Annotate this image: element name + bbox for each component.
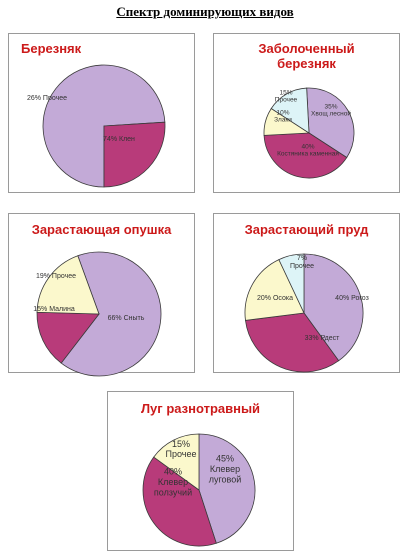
slice-label: 40% Костяника каменная [277, 143, 339, 157]
slice-label: 33% Рдест [305, 335, 341, 342]
chart-title: Зарастающий пруд [244, 222, 369, 237]
slice-label: 15% Прочее [166, 439, 197, 459]
page-title: Спектр доминирующих видов [116, 4, 294, 19]
slice-label: 40% Клевер ползучий [154, 467, 192, 498]
pie-slice [36, 255, 100, 315]
pie-slice [60, 251, 162, 377]
pie-slice [103, 121, 166, 188]
slice-label: 15% Прочее [275, 89, 298, 103]
chart-panel-2: Заболоченный березняк 35% Хвощ лесной 40% К… [213, 33, 400, 193]
chart-title: Березняк [21, 41, 82, 56]
chart-panel-1: Березняк 74% Клен 26% Прочее [8, 33, 195, 193]
pie-slice [153, 433, 200, 491]
pie-slice [306, 87, 355, 159]
pie-slice [244, 259, 305, 321]
pie-chart-3: 66% Сныть 15% Малина 19% Прочее [33, 251, 162, 377]
chart-title: Луг разнотравный [140, 401, 261, 416]
pie-slice [263, 132, 348, 179]
pie-chart-4: 40% Рогоз 33% Рдест 20% Осока 7% Прочее [244, 253, 369, 373]
slice-label: 20% Осока [257, 295, 293, 302]
slice-label: 40% Рогоз [335, 295, 369, 302]
slice-label: 15% Малина [33, 306, 75, 313]
pie-chart-2: 35% Хвощ лесной 40% Костяника каменная 10% Зл… [263, 87, 355, 179]
pie-slice [270, 87, 310, 134]
chart-panel-3: Зарастающая опушка 66% Сныть 15% Малина 19… [8, 213, 195, 377]
pie-slice [245, 312, 340, 373]
pie-slice [278, 253, 305, 314]
chart-panel-4: Зарастающий пруд 40% Рогоз 33% Рдест 20% О… [213, 213, 400, 373]
slice-label: 45% Клевер луговой [209, 454, 242, 485]
slice-label: 74% Клен [103, 136, 135, 143]
pie-slice [142, 456, 217, 547]
chart-panel-5: Луг разнотравный 45% Клевер луговой 40% Клев… [107, 391, 294, 551]
slice-label: 19% Прочее [36, 273, 76, 280]
pie-slice [198, 433, 256, 544]
chart-title-text: Заболоченный березняк [258, 41, 355, 71]
chart-title: Заболоченный березняк [214, 41, 399, 71]
chart-title: Зарастающая опушка [31, 222, 172, 237]
slice-label: 26% Прочее [27, 95, 67, 102]
pie-slice [36, 311, 100, 364]
slice-label: 10% Злаки [274, 109, 292, 123]
slice-label: 7% Прочее [290, 255, 314, 270]
pie-chart-5: 45% Клевер луговой 40% Клевер ползучий 15% Проч… [142, 433, 256, 547]
pie-slice [303, 253, 364, 362]
slice-label: 66% Сныть [108, 315, 145, 322]
pie-chart-1: 74% Клен 26% Прочее [27, 64, 166, 188]
slice-label: 35% Хвощ лесной [311, 103, 351, 117]
